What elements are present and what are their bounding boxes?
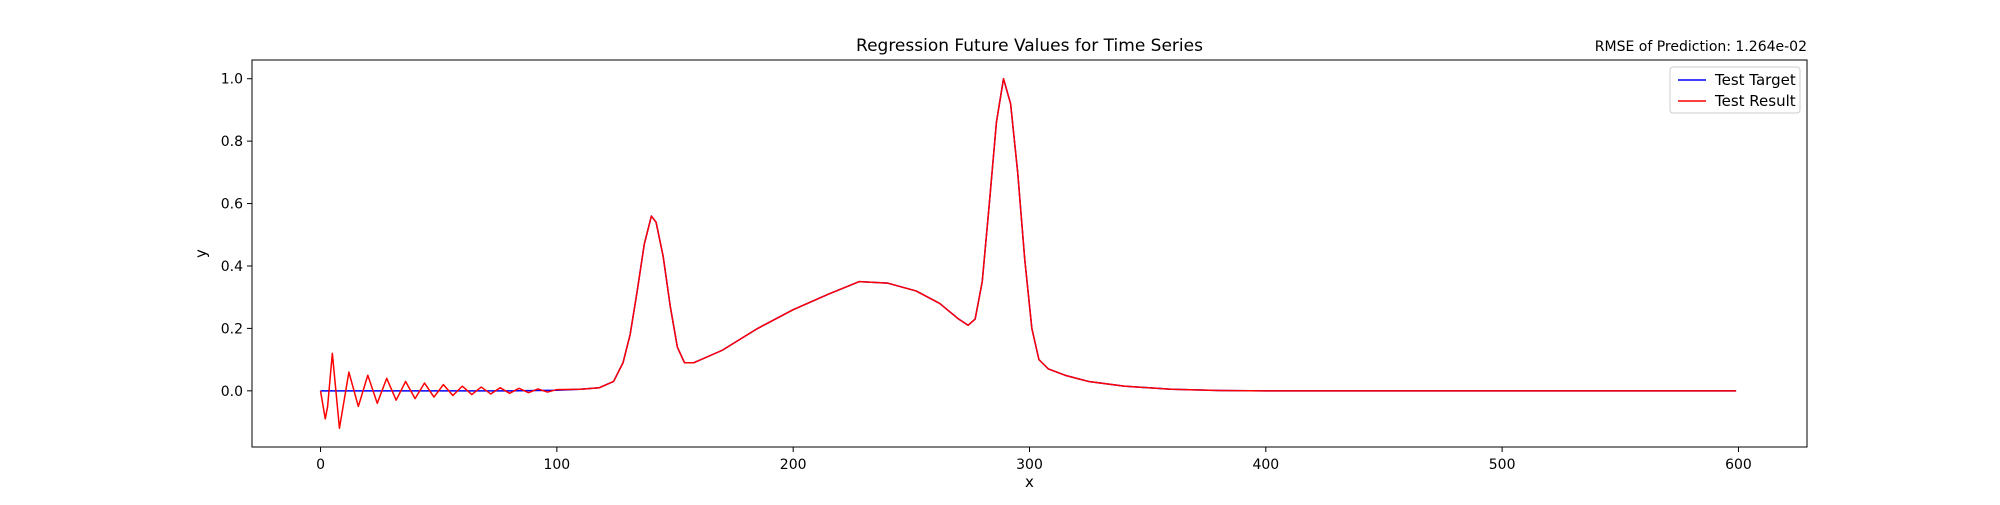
y-tick-label: 0.6 bbox=[221, 197, 243, 213]
legend: Test Target Test Result bbox=[1669, 66, 1801, 114]
y-axis-label: y bbox=[192, 249, 210, 258]
x-tick-label: 100 bbox=[543, 457, 570, 473]
x-tick-label: 300 bbox=[1016, 457, 1043, 473]
y-tick-label: 0.2 bbox=[221, 321, 243, 337]
y-tick-label: 0.0 bbox=[221, 384, 243, 400]
y-axis: 0.0 0.2 0.4 0.6 0.8 1.0 bbox=[221, 72, 252, 400]
x-axis: 0 100 200 300 400 500 600 bbox=[316, 447, 1752, 473]
chart-title: Regression Future Values for Time Series bbox=[856, 36, 1203, 56]
rmse-annotation: RMSE of Prediction: 1.264e-02 bbox=[1595, 39, 1807, 55]
x-tick-label: 200 bbox=[780, 457, 807, 473]
plot-lines bbox=[319, 77, 1737, 430]
y-tick-label: 1.0 bbox=[221, 72, 243, 88]
x-tick-label: 500 bbox=[1489, 457, 1516, 473]
x-tick-label: 400 bbox=[1252, 457, 1279, 473]
legend-label: Test Target bbox=[1714, 71, 1796, 89]
legend-label: Test Result bbox=[1714, 92, 1796, 110]
y-tick-label: 0.4 bbox=[221, 259, 243, 275]
x-tick-label: 600 bbox=[1725, 457, 1752, 473]
x-axis-label: x bbox=[1025, 473, 1034, 491]
y-tick-label: 0.8 bbox=[221, 134, 243, 150]
series-line-test-result bbox=[319, 77, 1737, 430]
x-tick-label: 0 bbox=[316, 457, 325, 473]
